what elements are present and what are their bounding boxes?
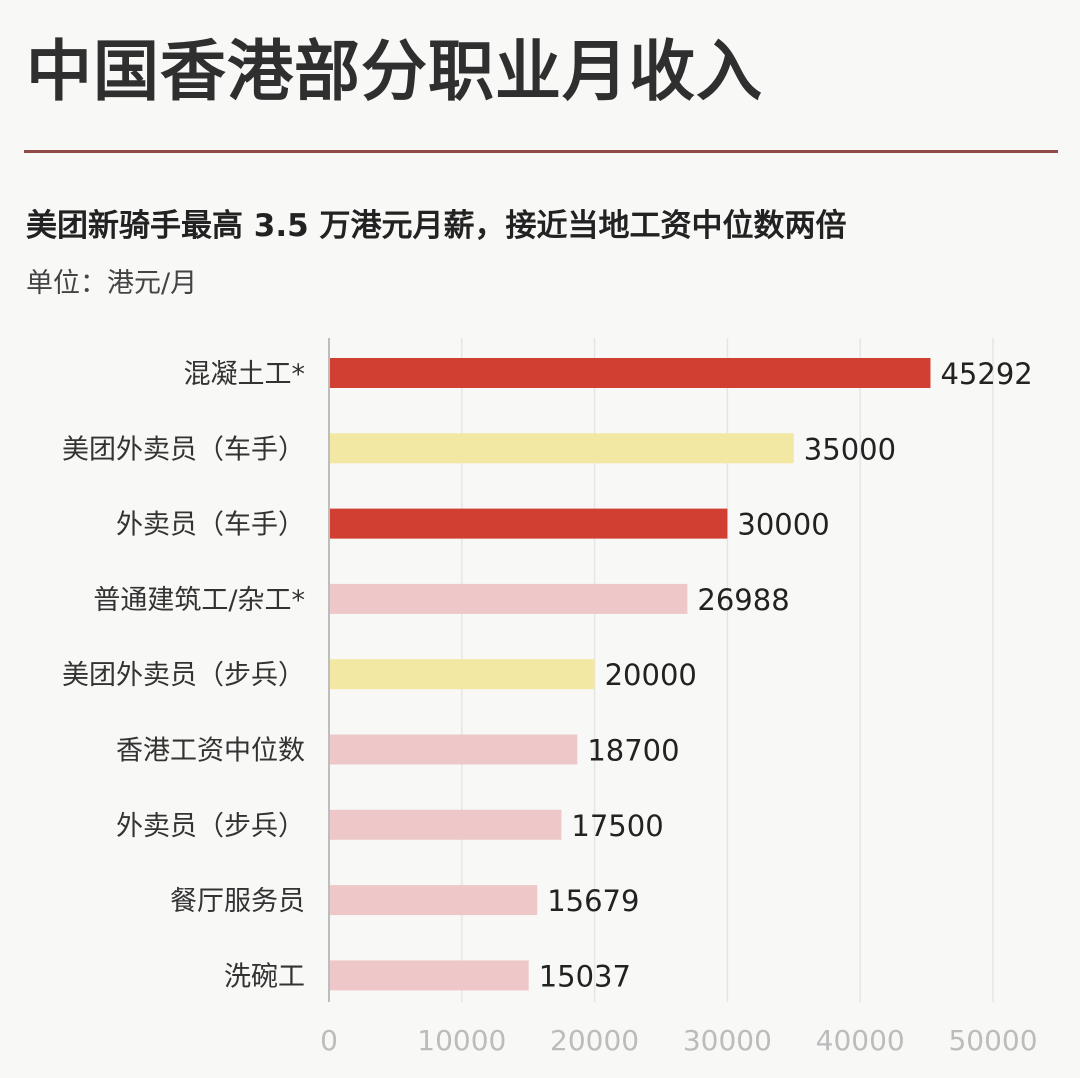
category-label: 外卖员（车手） xyxy=(116,510,305,541)
data-label: 20000 xyxy=(605,658,697,692)
unit-label: 单位：港元/月 xyxy=(26,268,198,299)
bar xyxy=(330,433,794,464)
bar xyxy=(330,508,728,539)
category-label: 混凝土工* xyxy=(184,359,306,390)
bar xyxy=(330,659,595,690)
category-label: 美团外卖员（步兵） xyxy=(62,660,305,691)
chart-subtitle: 美团新骑手最高 3.5 万港元月薪，接近当地工资中位数两倍 xyxy=(26,208,847,244)
bar xyxy=(330,885,538,916)
data-label: 30000 xyxy=(737,508,829,542)
bar xyxy=(330,734,578,765)
data-label: 35000 xyxy=(804,432,896,466)
data-label: 15037 xyxy=(539,959,631,993)
title-divider xyxy=(24,150,1058,153)
x-tick-label: 0 xyxy=(320,1024,338,1057)
page-title: 中国香港部分职业月收入 xyxy=(26,33,763,110)
category-label: 餐厅服务员 xyxy=(170,886,305,917)
data-label: 17500 xyxy=(571,809,663,843)
category-label: 香港工资中位数 xyxy=(116,736,305,767)
x-tick-label: 30000 xyxy=(683,1024,772,1057)
data-label: 18700 xyxy=(587,734,679,768)
x-tick-label: 50000 xyxy=(948,1024,1037,1057)
category-label: 美团外卖员（车手） xyxy=(62,434,305,465)
bar xyxy=(330,960,529,991)
category-label: 普通建筑工/杂工* xyxy=(93,585,305,616)
category-label: 外卖员（步兵） xyxy=(116,811,305,842)
bar xyxy=(330,358,931,388)
data-label: 15679 xyxy=(547,884,639,918)
x-tick-label: 20000 xyxy=(550,1024,639,1057)
data-label: 45292 xyxy=(940,357,1032,391)
x-tick-label: 10000 xyxy=(417,1024,506,1057)
bar xyxy=(330,809,562,840)
bar xyxy=(330,583,688,614)
x-tick-label: 40000 xyxy=(816,1024,905,1057)
category-label: 洗碗工 xyxy=(224,961,305,992)
data-label: 26988 xyxy=(697,583,789,617)
